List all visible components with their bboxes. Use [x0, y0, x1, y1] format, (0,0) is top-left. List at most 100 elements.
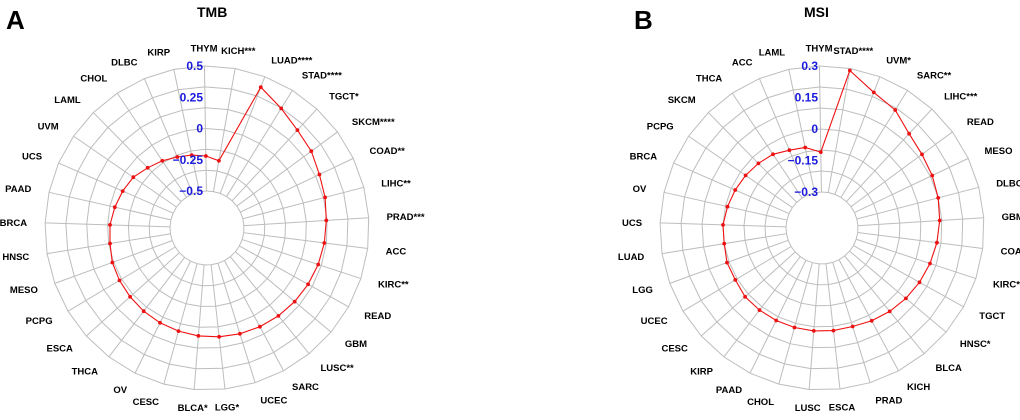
grid-spoke	[857, 217, 984, 227]
grid-spoke	[242, 186, 364, 220]
grid-spoke	[45, 222, 171, 228]
category-label: KICH***	[221, 46, 256, 57]
grid-spoke	[788, 69, 816, 193]
grid-spoke	[818, 66, 822, 193]
grid-ring	[127, 148, 287, 307]
category-label: CHOL	[80, 74, 107, 85]
radial-tick-label: −0.3	[794, 185, 818, 199]
category-label: STAD****	[302, 71, 342, 82]
data-point	[217, 158, 221, 163]
grid-spoke	[67, 246, 176, 312]
grid-ring	[701, 107, 943, 349]
category-label: TGCT	[979, 311, 1005, 322]
data-point	[871, 90, 876, 95]
grid-ring	[680, 86, 964, 370]
grid-spoke	[854, 157, 969, 213]
grid-spoke	[58, 162, 174, 214]
data-point	[258, 85, 263, 90]
category-label: GBM	[345, 339, 367, 350]
data-point	[110, 260, 115, 265]
data-point	[725, 260, 729, 265]
data-point	[733, 188, 738, 192]
category-label: KICH	[907, 382, 930, 393]
category-label: THCA	[72, 367, 99, 378]
grid-spoke	[217, 263, 256, 383]
grid-ring	[659, 65, 985, 391]
grid-spoke	[85, 252, 180, 337]
category-label: CESC	[133, 397, 160, 408]
data-point	[771, 152, 775, 157]
data-point	[108, 223, 112, 227]
category-label: READ	[967, 117, 994, 128]
data-point	[322, 241, 327, 245]
grid-spoke	[838, 259, 899, 372]
grid-spoke	[134, 260, 192, 374]
category-label: UVM*	[886, 55, 911, 66]
grid-ring	[722, 128, 922, 328]
data-point	[292, 299, 297, 304]
radial-tick-label: −0.15	[788, 154, 819, 168]
data-point	[324, 218, 329, 223]
category-label: PRAD	[875, 395, 902, 406]
series-line	[722, 69, 941, 332]
data-point	[141, 309, 146, 314]
category-label: THYM	[806, 44, 833, 55]
grid-spoke	[825, 263, 841, 390]
category-label: SARC**	[917, 71, 952, 82]
data-point	[818, 150, 823, 155]
category-label: KIRC*	[993, 280, 1020, 291]
data-point	[869, 318, 874, 323]
data-point	[258, 324, 262, 329]
grid-spoke	[832, 262, 871, 383]
grid-spoke	[857, 232, 983, 250]
category-label: BLCA*	[178, 403, 208, 414]
grid-spoke	[778, 262, 813, 385]
category-label: COAD*	[1001, 246, 1020, 257]
category-label: MESO	[10, 285, 38, 296]
grid-spoke	[808, 263, 820, 390]
data-point	[757, 308, 762, 312]
category-label: UCEC	[641, 316, 668, 327]
grid-ring	[86, 107, 328, 349]
grid-spoke	[844, 255, 925, 355]
category-label: LIHC***	[944, 91, 978, 102]
radar-grid	[44, 65, 370, 391]
data-point	[108, 241, 112, 246]
grid-spoke	[723, 256, 801, 358]
data-point	[917, 280, 922, 285]
data-point	[893, 108, 898, 112]
category-label: SKCM	[668, 95, 696, 106]
data-point	[196, 334, 201, 338]
radial-tick-label: 0.15	[795, 91, 819, 105]
radial-tick-label: 0.3	[801, 59, 818, 73]
data-point	[733, 278, 738, 282]
grid-spoke	[210, 264, 226, 390]
category-label: STAD****	[833, 46, 873, 57]
category-label: ACC	[386, 246, 407, 257]
category-label: BRCA	[0, 218, 27, 229]
data-point	[936, 196, 941, 200]
radial-tick-label: −0.25	[173, 153, 204, 167]
grid-spoke	[193, 264, 205, 390]
category-label: BRCA	[630, 151, 658, 162]
data-point	[904, 296, 908, 301]
data-point	[189, 153, 194, 158]
panel-label-b: B	[634, 5, 653, 35]
grid-spoke	[708, 112, 798, 203]
category-label: LUSC	[795, 403, 821, 414]
category-label: UCS	[22, 151, 42, 162]
category-label: LAML	[54, 95, 81, 106]
category-label: LGG*	[215, 402, 240, 413]
category-label: BLCA	[936, 363, 963, 374]
category-label: OV	[633, 184, 647, 195]
category-label: HNSC	[2, 252, 29, 263]
grid-spoke	[827, 68, 851, 193]
radar-panel-tmb: A TMB KICH*** LUAD**** STAD**** TGCT* SKCM**…	[0, 4, 425, 414]
data-point	[323, 195, 327, 200]
category-label: THYM	[191, 44, 218, 55]
data-point	[850, 324, 855, 329]
category-label: COAD**	[370, 146, 406, 157]
category-label: ESCA	[829, 402, 856, 413]
grid-spoke	[235, 251, 332, 333]
data-point	[175, 155, 180, 159]
